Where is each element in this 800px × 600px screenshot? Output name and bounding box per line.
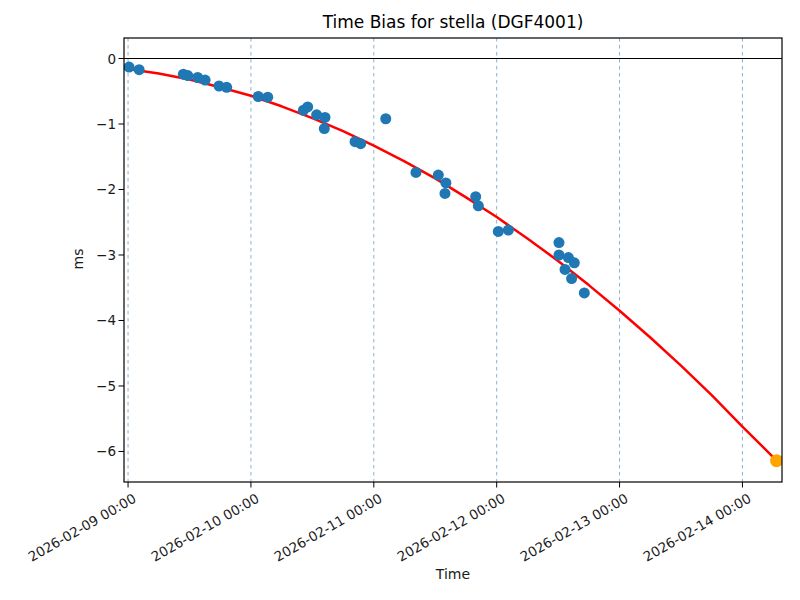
measurement-point [560, 264, 571, 275]
measurement-point [262, 92, 273, 103]
x-axis-label: Time [124, 566, 782, 582]
measurement-point [355, 138, 366, 149]
measurement-point [124, 62, 135, 73]
measurement-point [410, 167, 421, 178]
measurement-point [182, 70, 193, 81]
measurement-point [302, 101, 313, 112]
y-tick-label: 0 [0, 50, 116, 68]
measurement-point [253, 91, 264, 102]
y-tick-label: −6 [0, 442, 116, 460]
y-tick-label: −1 [0, 115, 116, 133]
measurement-point [221, 82, 232, 93]
measurement-point [493, 226, 504, 237]
measurement-point [579, 287, 590, 298]
chart-title: Time Bias for stella (DGF4001) [124, 12, 782, 32]
measurement-point [439, 188, 450, 199]
measurement-point [319, 123, 330, 134]
y-tick-label: −5 [0, 377, 116, 395]
measurement-point [553, 237, 564, 248]
measurement-point [440, 177, 451, 188]
plot-frame [124, 38, 782, 482]
measurement-point [473, 200, 484, 211]
fit-line [128, 69, 777, 461]
measurement-point [134, 64, 145, 75]
prediction-point [770, 454, 783, 467]
measurement-point [553, 249, 564, 260]
y-tick-label: −2 [0, 180, 116, 198]
y-tick-label: −3 [0, 246, 116, 264]
measurement-point [569, 257, 580, 268]
measurement-point [319, 112, 330, 123]
y-tick-label: −4 [0, 311, 116, 329]
measurement-point [380, 113, 391, 124]
measurement-point [503, 225, 514, 236]
measurement-point [566, 273, 577, 284]
measurement-point [200, 75, 211, 86]
chart-figure: Time Bias for stella (DGF4001) ms Time 2… [0, 0, 800, 600]
